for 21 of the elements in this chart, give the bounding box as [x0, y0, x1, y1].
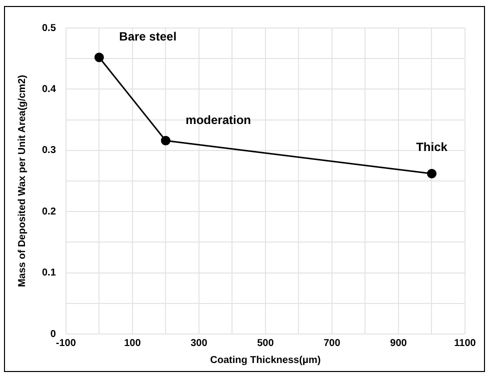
y-tick-label: 0.2 [42, 206, 56, 218]
y-tick-label: 0 [50, 328, 56, 340]
point [94, 52, 104, 62]
y-tick-label: 0.5 [42, 22, 56, 34]
x-tick-label: 900 [390, 338, 408, 349]
x-tick-label: 300 [190, 338, 208, 349]
annotation: Bare steel [119, 30, 177, 44]
y-tick-label: 0.4 [42, 84, 56, 95]
x-axis-title: Coating Thickness(μm) [210, 354, 321, 366]
annotation: Thick [416, 140, 448, 154]
point [160, 136, 170, 146]
x-tick-label: 1100 [454, 338, 476, 349]
point [426, 168, 436, 178]
x-tick-label: 100 [124, 338, 142, 349]
annotation: moderation [186, 112, 252, 127]
y-tick-label: 0.3 [42, 145, 56, 156]
y-tick-label: 0.1 [42, 268, 56, 279]
y-axis-title: Mass of Deposited Wax per Unit Area(g/cm2) [16, 74, 28, 288]
x-tick-label: -100 [56, 338, 76, 349]
x-tick-label: 500 [257, 338, 274, 349]
x-tick-label: 700 [324, 338, 341, 349]
